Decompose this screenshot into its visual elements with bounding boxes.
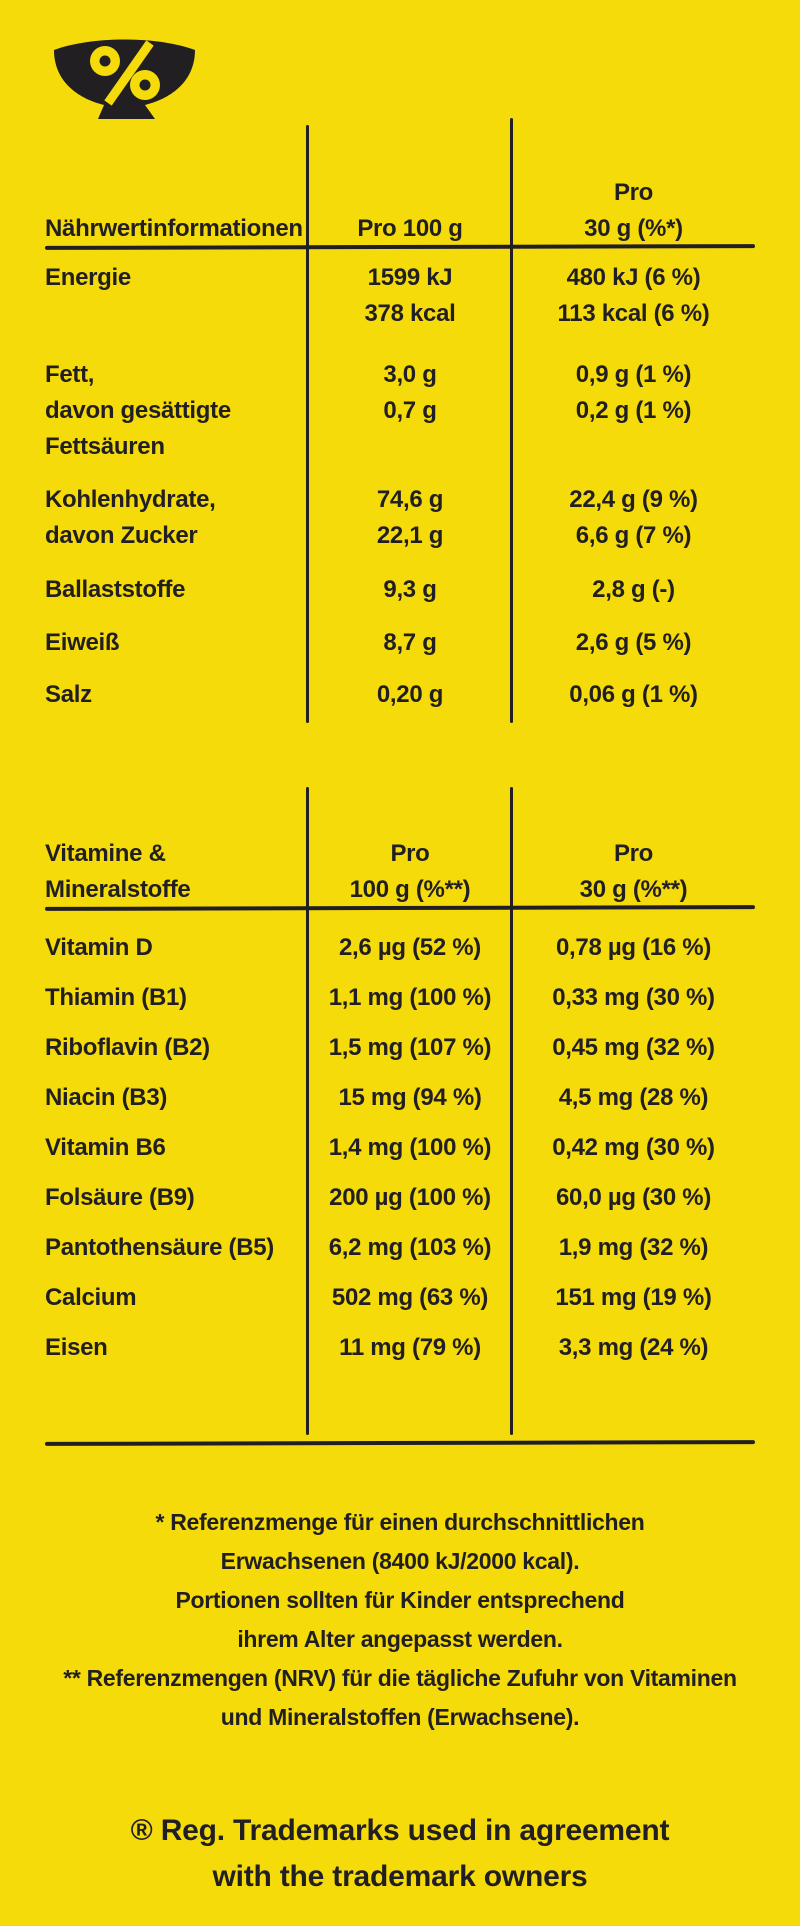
trademark-line: with the trademark owners [212, 1860, 588, 1893]
table1-header: Nährwertinformationen Pro 100 g Pro 30 g… [45, 125, 755, 271]
row-per100: 1,4 mg (100 %) [328, 1134, 492, 1161]
row-per30: 0,78 µg (16 %) [555, 934, 712, 961]
row-label: Pantothensäure (B5) [45, 1234, 275, 1261]
row-label: Salz [45, 681, 92, 708]
row-per30: 0,9 g (1 %) 0,2 g (1 %) [575, 361, 692, 424]
row-label: Niacin (B3) [45, 1084, 168, 1111]
column-title-line: Vitamine & [45, 840, 166, 867]
percent-bowl-logo [52, 32, 197, 119]
column-title-line: 30 g (%*) [584, 215, 683, 242]
table-row-calcium: Calcium 502 mg (63 %) 151 mg (19 %) [45, 1273, 755, 1323]
table-row-riboflavin: Riboflavin (B2) 1,5 mg (107 %) 0,45 mg (… [45, 1023, 755, 1073]
column-title: Nährwertinformationen [45, 215, 303, 242]
row-per30: 4,5 mg (28 %) [558, 1084, 709, 1111]
row-per100: 11 mg (79 %) [339, 1334, 481, 1361]
table2-body: Vitamin D 2,6 µg (52 %) 0,78 µg (16 %) T… [45, 923, 755, 1373]
percent-icon [90, 40, 160, 106]
row-label: Kohlenhydrate, davon Zucker [45, 486, 216, 549]
footnote-line: und Mineralstoffen (Erwachsene). [220, 1704, 580, 1730]
table1-header-col1: Nährwertinformationen [45, 211, 308, 247]
row-label: Thiamin (B1) [45, 984, 187, 1011]
table-row-thiamin: Thiamin (B1) 1,1 mg (100 %) 0,33 mg (30 … [45, 973, 755, 1023]
row-per100: 0,20 g [376, 681, 444, 708]
row-label: Calcium [45, 1284, 137, 1311]
row-label: Eiweiß [45, 629, 120, 656]
table-row-fett: Fett, davon gesättigte Fettsäuren 3,0 g … [45, 357, 755, 465]
table-row-pantothensaeure: Pantothensäure (B5) 6,2 mg (103 %) 1,9 m… [45, 1223, 755, 1273]
row-label: Riboflavin (B2) [45, 1034, 210, 1061]
table-row-eiweiss: Eiweiß 8,7 g 2,6 g (5 %) [45, 625, 755, 661]
table1-header-col3: Pro 30 g (%*) [512, 175, 755, 247]
table1-divider-col2 [510, 118, 513, 723]
table2-header-col3: Pro 30 g (%**) [512, 836, 755, 908]
row-per100: 1,1 mg (100 %) [328, 984, 492, 1011]
column-title-line: 100 g (%**) [349, 876, 471, 903]
table-row-ballaststoffe: Ballaststoffe 9,3 g 2,8 g (-) [45, 572, 755, 608]
row-per30: 3,3 mg (24 %) [558, 1334, 709, 1361]
row-per100: 502 mg (63 %) [331, 1284, 489, 1311]
row-per30: 22,4 g (9 %) 6,6 g (7 %) [569, 486, 698, 549]
column-title: Pro 100 g [357, 215, 463, 242]
row-label: Vitamin B6 [45, 1134, 166, 1161]
row-per30: 0,33 mg (30 %) [552, 984, 715, 1011]
footnote-line: Erwachsenen (8400 kJ/2000 kcal). [220, 1548, 580, 1574]
row-per30: 0,06 g (1 %) [569, 681, 698, 708]
table-row-eisen: Eisen 11 mg (79 %) 3,3 mg (24 %) [45, 1323, 755, 1373]
row-per100: 9,3 g [383, 576, 437, 603]
row-per30: 0,42 mg (30 %) [552, 1134, 715, 1161]
table2-bottom-rule [44, 1440, 756, 1446]
table1-header-col2: Pro 100 g [308, 211, 512, 247]
column-title-line: Pro [613, 179, 654, 206]
row-per100: 2,6 µg (52 %) [339, 934, 481, 961]
footnote-line: * Referenzmenge für einen durchschnittli… [155, 1509, 645, 1535]
table-row-niacin: Niacin (B3) 15 mg (94 %) 4,5 mg (28 %) [45, 1073, 755, 1123]
column-title-line: Pro [390, 840, 430, 867]
table2-divider-col1 [306, 787, 309, 1435]
table2-header-col2: Pro 100 g (%**) [308, 836, 512, 908]
row-label: Ballaststoffe [45, 576, 186, 603]
row-per30: 60,0 µg (30 %) [555, 1184, 712, 1211]
table2-divider-col2 [510, 787, 513, 1435]
table2-header-col1: Vitamine & Mineralstoffe [45, 836, 308, 908]
row-per100: 3,0 g 0,7 g [383, 361, 437, 424]
row-label: Folsäure (B9) [45, 1184, 195, 1211]
row-per30: 151 mg (19 %) [555, 1284, 712, 1311]
row-per30: 1,9 mg (32 %) [558, 1234, 709, 1261]
row-per100: 8,7 g [383, 629, 437, 656]
footnotes: * Referenzmenge für einen durchschnittli… [30, 1503, 770, 1737]
row-label: Vitamin D [45, 934, 153, 961]
column-title-line: Mineralstoffe [45, 876, 191, 903]
column-title-line: 30 g (%**) [579, 876, 688, 903]
table-row-folsaeure: Folsäure (B9) 200 µg (100 %) 60,0 µg (30… [45, 1173, 755, 1223]
row-per100: 200 µg (100 %) [329, 1184, 491, 1211]
percent-bowl-icon [54, 39, 195, 119]
row-label: Energie [45, 264, 131, 291]
row-per100: 6,2 mg (103 %) [328, 1234, 492, 1261]
footnote-line: ** Referenzmengen (NRV) für die tägliche… [63, 1665, 737, 1691]
row-per100: 15 mg (94 %) [338, 1084, 482, 1111]
table2-header: Vitamine & Mineralstoffe Pro 100 g (%**)… [45, 787, 755, 928]
trademark-line: ® Reg. Trademarks used in agreement [130, 1814, 670, 1847]
table-row-vitamin-d: Vitamin D 2,6 µg (52 %) 0,78 µg (16 %) [45, 923, 755, 973]
row-per30: 2,8 g (-) [592, 576, 675, 603]
row-per100: 1599 kJ 378 kcal [364, 264, 456, 327]
row-label: Fett, davon gesättigte Fettsäuren [45, 361, 231, 460]
table1-divider-col1 [306, 125, 309, 723]
row-per100: 1,5 mg (107 %) [328, 1034, 492, 1061]
footnote-line: Portionen sollten für Kinder entsprechen… [175, 1587, 625, 1613]
row-per30: 480 kJ (6 %) 113 kcal (6 %) [557, 264, 710, 327]
table-row-vitamin-b6: Vitamin B6 1,4 mg (100 %) 0,42 mg (30 %) [45, 1123, 755, 1173]
row-per30: 2,6 g (5 %) [575, 629, 692, 656]
table-row-kohlenhydrate: Kohlenhydrate, davon Zucker 74,6 g 22,1 … [45, 482, 755, 554]
column-title-line: Pro [613, 840, 654, 867]
footnote-line: ihrem Alter angepasst werden. [237, 1626, 563, 1652]
row-per30: 0,45 mg (32 %) [552, 1034, 715, 1061]
trademark-notice: ® Reg. Trademarks used in agreement with… [50, 1808, 750, 1900]
row-per100: 74,6 g 22,1 g [376, 486, 444, 549]
row-label: Eisen [45, 1334, 108, 1361]
table-row-energie: Energie 1599 kJ 378 kcal 480 kJ (6 %) 11… [45, 260, 755, 332]
table-row-salz: Salz 0,20 g 0,06 g (1 %) [45, 677, 755, 713]
